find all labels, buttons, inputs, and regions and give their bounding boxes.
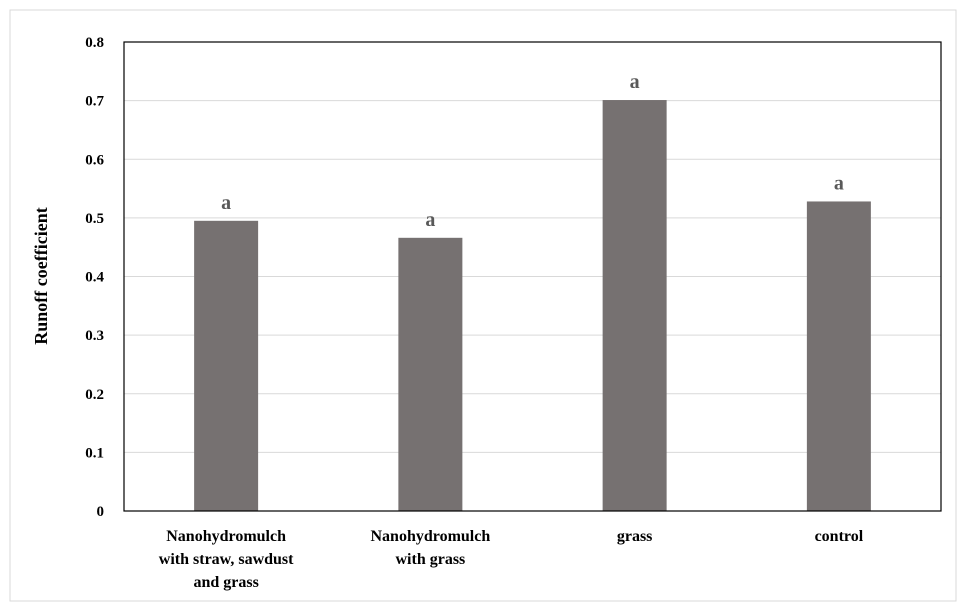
- y-tick-label: 0.6: [85, 152, 104, 168]
- plot-area-border: [123, 41, 942, 512]
- x-category-label: grass: [617, 528, 653, 545]
- bar-data-label: a: [834, 172, 844, 194]
- bar: [398, 237, 463, 511]
- x-category-label: Nanohydromulch: [371, 528, 491, 545]
- bar-data-label: a: [630, 71, 640, 93]
- chart-area-border: [9, 9, 957, 602]
- y-tick-label: 0.8: [85, 35, 104, 51]
- data-labels: a a a a: [221, 71, 844, 231]
- x-category-label: and grass: [193, 574, 258, 591]
- y-tick-label: 0.3: [85, 328, 104, 344]
- y-axis-title: Runoff coefficient: [31, 207, 51, 344]
- x-category-label: control: [815, 528, 864, 545]
- gridlines: [124, 100, 941, 453]
- bar: [194, 220, 259, 511]
- x-category-label: with straw, sawdust: [159, 551, 294, 568]
- x-category-label: Nanohydromulch: [166, 528, 286, 545]
- y-tick-label: 0: [97, 504, 105, 520]
- bars: [194, 100, 871, 511]
- y-tick-label: 0.1: [85, 445, 104, 461]
- y-tick-label: 0.7: [85, 94, 104, 110]
- bar: [602, 100, 667, 511]
- bar-data-label: a: [425, 209, 435, 231]
- bar: [806, 201, 871, 511]
- y-tick-label: 0.5: [85, 211, 104, 227]
- y-tick-label: 0.2: [85, 387, 104, 403]
- y-tick-label: 0.4: [85, 270, 104, 286]
- x-axis-categories: Nanohydromulch with straw, sawdust and gra…: [159, 528, 864, 591]
- y-axis-ticks: 0 0.1 0.2 0.3 0.4 0.5 0.6 0.7 0.8: [85, 35, 104, 520]
- x-category-label: with grass: [395, 551, 465, 568]
- bar-data-label: a: [221, 192, 231, 214]
